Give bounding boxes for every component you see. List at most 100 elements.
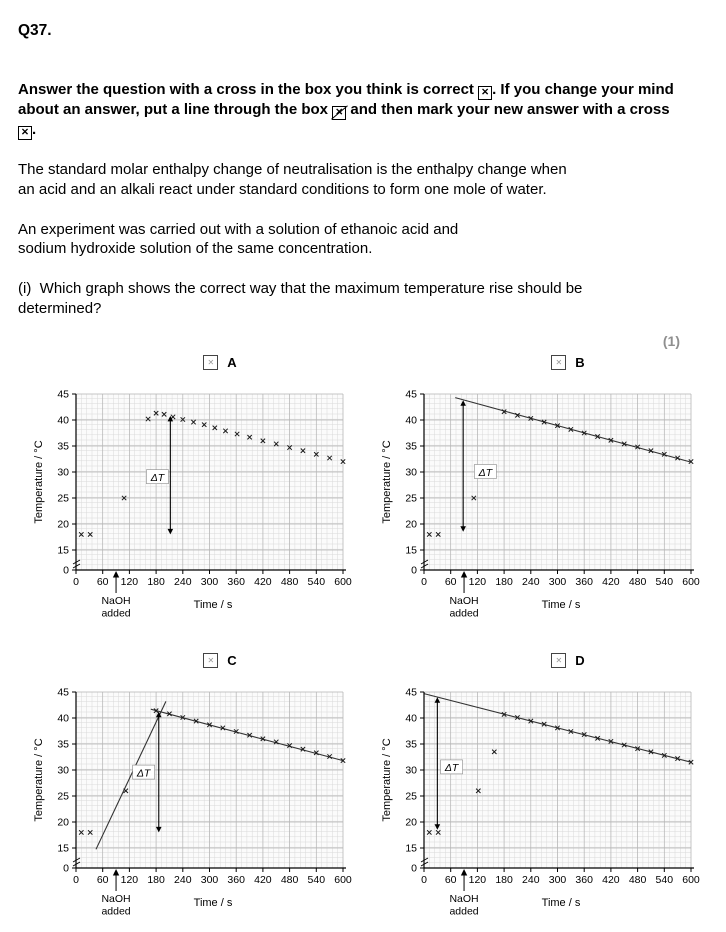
chart-svg-D: 0 60 120 180 240 300 360 420 480 540 600 0 15 20 25 30 3… [381,686,700,917]
x-axis-label: Time / s [194,599,233,611]
svg-text:45: 45 [57,388,69,400]
svg-text:15: 15 [57,842,69,854]
svg-text:120: 120 [121,874,139,886]
grid [75,393,344,571]
svg-text:30: 30 [57,466,69,478]
svg-text:600: 600 [682,576,700,588]
y-axis-label: Temperature / °C [33,738,45,821]
cross-glyph: ✕ [481,87,490,98]
option-b-header: ✕ B [378,353,712,373]
svg-text:480: 480 [629,874,647,886]
svg-text:360: 360 [227,576,245,588]
svg-text:40: 40 [57,712,69,724]
y-axis-label: Temperature / °C [33,440,45,523]
svg-text:480: 480 [281,576,299,588]
svg-text:240: 240 [174,576,192,588]
delta-t-label: ΔT [150,472,166,484]
svg-text:20: 20 [405,518,417,530]
answer-checkbox-c[interactable]: ✕ [203,653,219,669]
svg-text:15: 15 [405,842,417,854]
svg-text:0: 0 [421,576,427,588]
svg-text:480: 480 [629,576,647,588]
y-axis-label: Temperature / °C [381,738,393,821]
grid [75,691,344,869]
svg-text:60: 60 [445,576,457,588]
naoh-added-label: added [101,607,130,619]
answer-checkbox-b[interactable]: ✕ [551,355,567,371]
svg-text:120: 120 [469,874,487,886]
svg-text:30: 30 [405,466,417,478]
svg-text:20: 20 [405,816,417,828]
cross-glyph: ✕ [335,107,344,118]
tick-labels: 0 60 120 180 240 300 360 420 480 540 600 0 15 20 25 30 3… [57,686,352,886]
svg-text:0: 0 [73,576,79,588]
svg-text:30: 30 [405,764,417,776]
naoh-added-label: NaOH [449,893,478,905]
svg-text:0: 0 [63,564,69,576]
svg-text:240: 240 [174,874,192,886]
naoh-added-label: NaOH [101,595,130,607]
fit-line [95,700,167,850]
answer-box-mark: ✕ [555,656,563,666]
svg-text:540: 540 [308,576,326,588]
svg-text:0: 0 [73,874,79,886]
naoh-added-label: NaOH [101,893,130,905]
svg-text:20: 20 [57,518,69,530]
instruction-part-3: and then mark your new answer with a cro… [346,101,670,118]
svg-text:480: 480 [281,874,299,886]
part-i-line-1: (i) Which graph shows the correct way th… [18,280,583,298]
svg-text:25: 25 [405,790,417,802]
tick-labels: 0 60 120 180 240 300 360 420 480 540 600 0 15 20 25 30 3… [405,686,700,886]
data-points [426,711,694,835]
x-axis-label: Time / s [542,897,581,909]
svg-text:300: 300 [549,576,567,588]
cross-in-box-icon: ✕ [18,126,32,140]
svg-text:600: 600 [682,874,700,886]
experiment-line-2: sodium hydroxide solution of the same co… [18,240,373,258]
naoh-added-label: added [449,905,478,917]
naoh-arrow-head [460,868,468,876]
answer-box-mark: ✕ [555,358,563,368]
chart-b: 0 60 120 180 240 300 360 420 480 540 600 0 15 20 25 30 3… [378,374,712,627]
svg-text:300: 300 [549,874,567,886]
answer-box-mark: ✕ [207,358,215,368]
svg-text:360: 360 [575,576,593,588]
chart-svg-A: 0 60 120 180 240 300 360 420 480 540 600 0 15 20 25 30 3… [33,388,352,619]
tick-labels: 0 60 120 180 240 300 360 420 480 540 600 0 15 20 25 30 3… [405,388,700,588]
data-points [426,408,694,537]
grid [423,691,692,869]
answer-options-grid: ✕ A 0 60 120 180 240 300 360 420 480 540 600 0 15 20 2… [30,353,708,925]
delta-t-label: ΔT [444,762,460,774]
option-letter-d: D [575,653,585,669]
svg-text:25: 25 [405,492,417,504]
svg-text:45: 45 [405,686,417,698]
svg-text:25: 25 [57,492,69,504]
answer-checkbox-a[interactable]: ✕ [203,355,219,371]
chart-svg-C: 0 60 120 180 240 300 360 420 480 540 600 0 15 20 25 30 3… [33,686,352,917]
svg-text:15: 15 [405,544,417,556]
graph-option-a: ✕ A 0 60 120 180 240 300 360 420 480 540 600 0 15 20 2… [30,353,364,627]
axis-break [72,857,81,867]
svg-text:180: 180 [147,874,165,886]
svg-text:120: 120 [469,576,487,588]
svg-text:60: 60 [97,874,109,886]
svg-text:40: 40 [405,712,417,724]
svg-text:35: 35 [405,440,417,452]
graph-option-b: ✕ B 0 60 120 180 240 300 360 420 480 540 600 0 15 20 2… [378,353,712,627]
instruction-part-1: Answer the question with a cross in the … [18,81,479,98]
svg-text:600: 600 [334,576,352,588]
option-c-header: ✕ C [30,651,364,671]
naoh-added-label: NaOH [449,595,478,607]
definition-line-1: The standard molar enthalpy change of ne… [18,161,567,178]
svg-text:60: 60 [97,576,109,588]
naoh-arrow-head [460,570,468,578]
svg-text:25: 25 [57,790,69,802]
chart-a: 0 60 120 180 240 300 360 420 480 540 600 0 15 20 25 30 3… [30,374,364,627]
tick-labels: 0 60 120 180 240 300 360 420 480 540 600 0 15 20 25 30 3… [57,388,352,588]
delta-t-label-box [474,463,497,479]
chart-d: 0 60 120 180 240 300 360 420 480 540 600 0 15 20 25 30 3… [378,672,712,925]
cross-glyph: ✕ [21,127,29,138]
delta-t-label-box [132,764,155,780]
answer-checkbox-d[interactable]: ✕ [551,653,567,669]
